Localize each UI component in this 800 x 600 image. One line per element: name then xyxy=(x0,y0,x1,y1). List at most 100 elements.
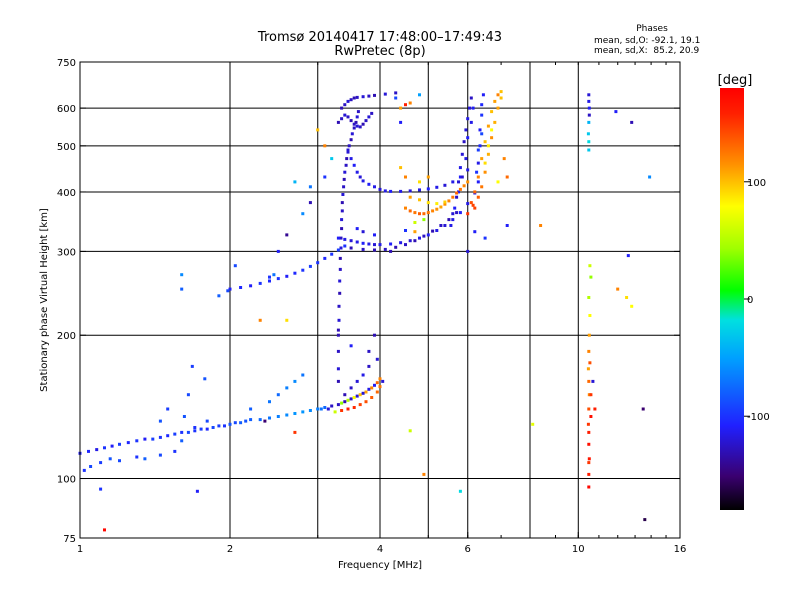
data-point xyxy=(480,157,484,161)
data-point xyxy=(587,296,591,299)
data-point xyxy=(361,230,365,234)
data-point xyxy=(625,296,629,299)
x-tick-label: 6 xyxy=(465,544,471,555)
colorbar xyxy=(720,88,744,510)
data-point xyxy=(453,206,457,210)
data-point xyxy=(244,419,248,423)
data-point xyxy=(408,189,412,193)
data-point xyxy=(166,407,170,411)
data-point xyxy=(480,113,484,117)
data-point xyxy=(166,434,170,438)
data-point xyxy=(539,224,543,227)
colorbar-tick-label: 100 xyxy=(747,178,766,189)
data-point xyxy=(587,106,591,110)
y-tick-label: 200 xyxy=(57,331,76,342)
data-point xyxy=(330,404,334,408)
data-point xyxy=(455,211,459,215)
data-point xyxy=(367,242,371,246)
data-point xyxy=(352,406,356,409)
data-point xyxy=(285,386,289,390)
data-point xyxy=(118,442,121,446)
data-point xyxy=(587,407,591,411)
data-point xyxy=(180,439,184,443)
data-point xyxy=(586,132,590,136)
data-point xyxy=(355,95,359,99)
data-point xyxy=(475,170,479,174)
data-point xyxy=(630,304,634,308)
data-point xyxy=(493,120,497,124)
data-point xyxy=(589,415,593,418)
data-point xyxy=(217,294,221,298)
data-point xyxy=(394,245,398,249)
grid-lines xyxy=(80,62,680,538)
data-point xyxy=(587,442,591,446)
data-point xyxy=(587,99,591,103)
data-point xyxy=(342,185,346,189)
data-point xyxy=(346,115,350,119)
data-point xyxy=(418,198,421,202)
data-point xyxy=(378,187,382,191)
data-point xyxy=(118,459,121,463)
data-point xyxy=(394,91,398,95)
chart-title: Tromsø 20140417 17:48:00–17:49:43 xyxy=(257,30,502,45)
data-point xyxy=(233,421,237,425)
data-point xyxy=(466,180,470,184)
data-point xyxy=(344,163,348,167)
data-point xyxy=(373,333,376,337)
data-point xyxy=(587,120,591,124)
data-point xyxy=(190,364,194,368)
data-point xyxy=(426,233,430,237)
data-point xyxy=(399,189,403,193)
data-point xyxy=(422,212,426,216)
data-point xyxy=(308,264,312,268)
y-tick-label: 500 xyxy=(57,142,76,153)
data-point xyxy=(346,398,350,402)
data-point xyxy=(352,396,356,399)
data-point xyxy=(293,379,297,383)
data-point xyxy=(343,237,347,241)
data-point xyxy=(458,211,462,215)
data-point xyxy=(589,393,593,397)
data-point xyxy=(443,202,447,206)
data-point xyxy=(460,152,464,156)
data-point xyxy=(346,148,350,152)
data-point xyxy=(355,379,359,383)
stats-line-x: mean, sd,X: 85.2, 20.9 xyxy=(594,46,700,56)
data-point xyxy=(370,111,374,115)
data-point xyxy=(158,453,162,457)
data-point xyxy=(413,239,417,243)
data-point xyxy=(173,449,177,453)
data-point xyxy=(349,138,353,142)
data-point xyxy=(451,180,455,184)
data-point xyxy=(413,221,417,224)
data-point xyxy=(490,136,494,140)
data-point xyxy=(340,201,344,205)
data-point xyxy=(458,166,462,170)
data-point xyxy=(352,96,356,100)
data-point xyxy=(418,93,421,97)
data-point xyxy=(373,233,376,237)
data-point xyxy=(458,489,462,493)
data-point xyxy=(249,284,253,288)
data-point xyxy=(301,212,305,216)
data-point xyxy=(443,224,447,227)
data-point xyxy=(293,412,297,415)
data-point xyxy=(193,426,197,429)
data-point xyxy=(349,344,353,348)
data-point xyxy=(143,457,147,461)
data-point xyxy=(493,99,497,103)
data-point xyxy=(439,224,443,227)
data-point xyxy=(367,94,371,98)
data-point xyxy=(346,99,350,103)
data-point xyxy=(87,449,90,453)
data-point xyxy=(355,227,359,231)
data-point xyxy=(349,157,353,161)
data-point xyxy=(476,175,480,179)
data-point xyxy=(349,246,353,250)
data-point xyxy=(336,349,340,353)
data-point xyxy=(89,465,93,468)
data-point xyxy=(469,120,473,124)
data-point xyxy=(361,241,365,245)
data-point xyxy=(126,441,130,445)
data-point xyxy=(378,385,382,389)
